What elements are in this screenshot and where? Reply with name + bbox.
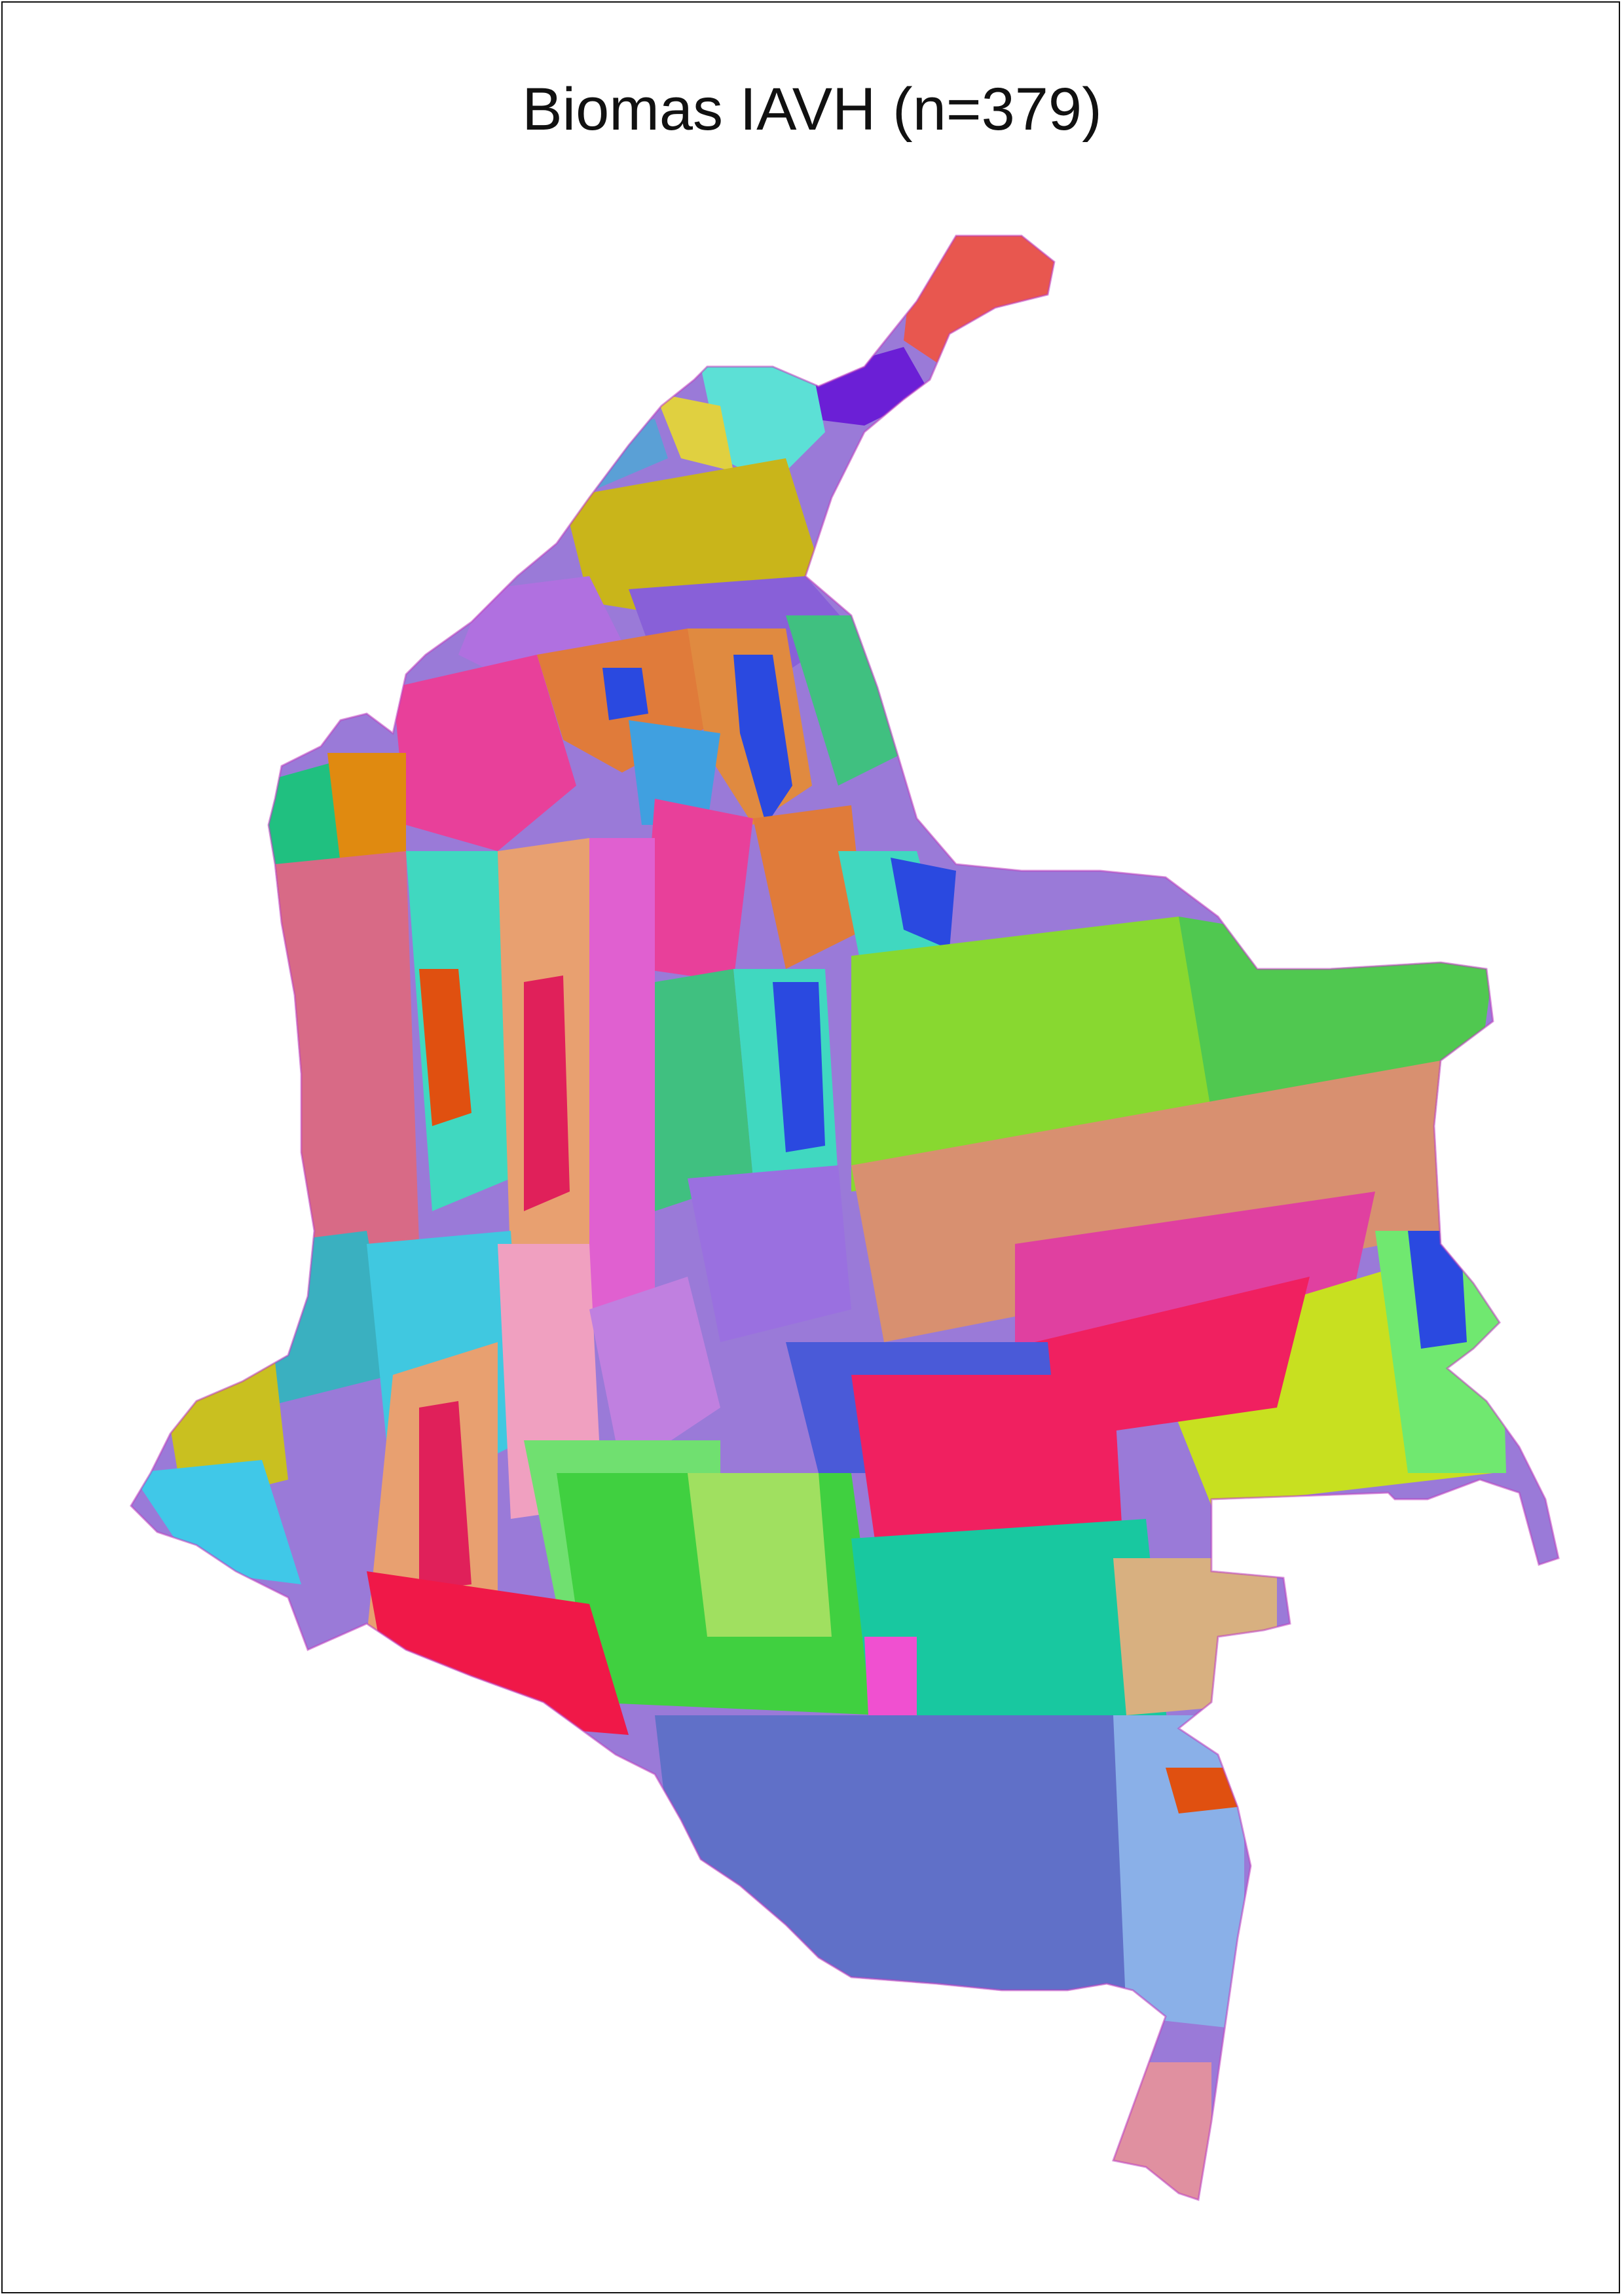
map-title: Biomas IAVH (n=379) (522, 76, 1102, 143)
